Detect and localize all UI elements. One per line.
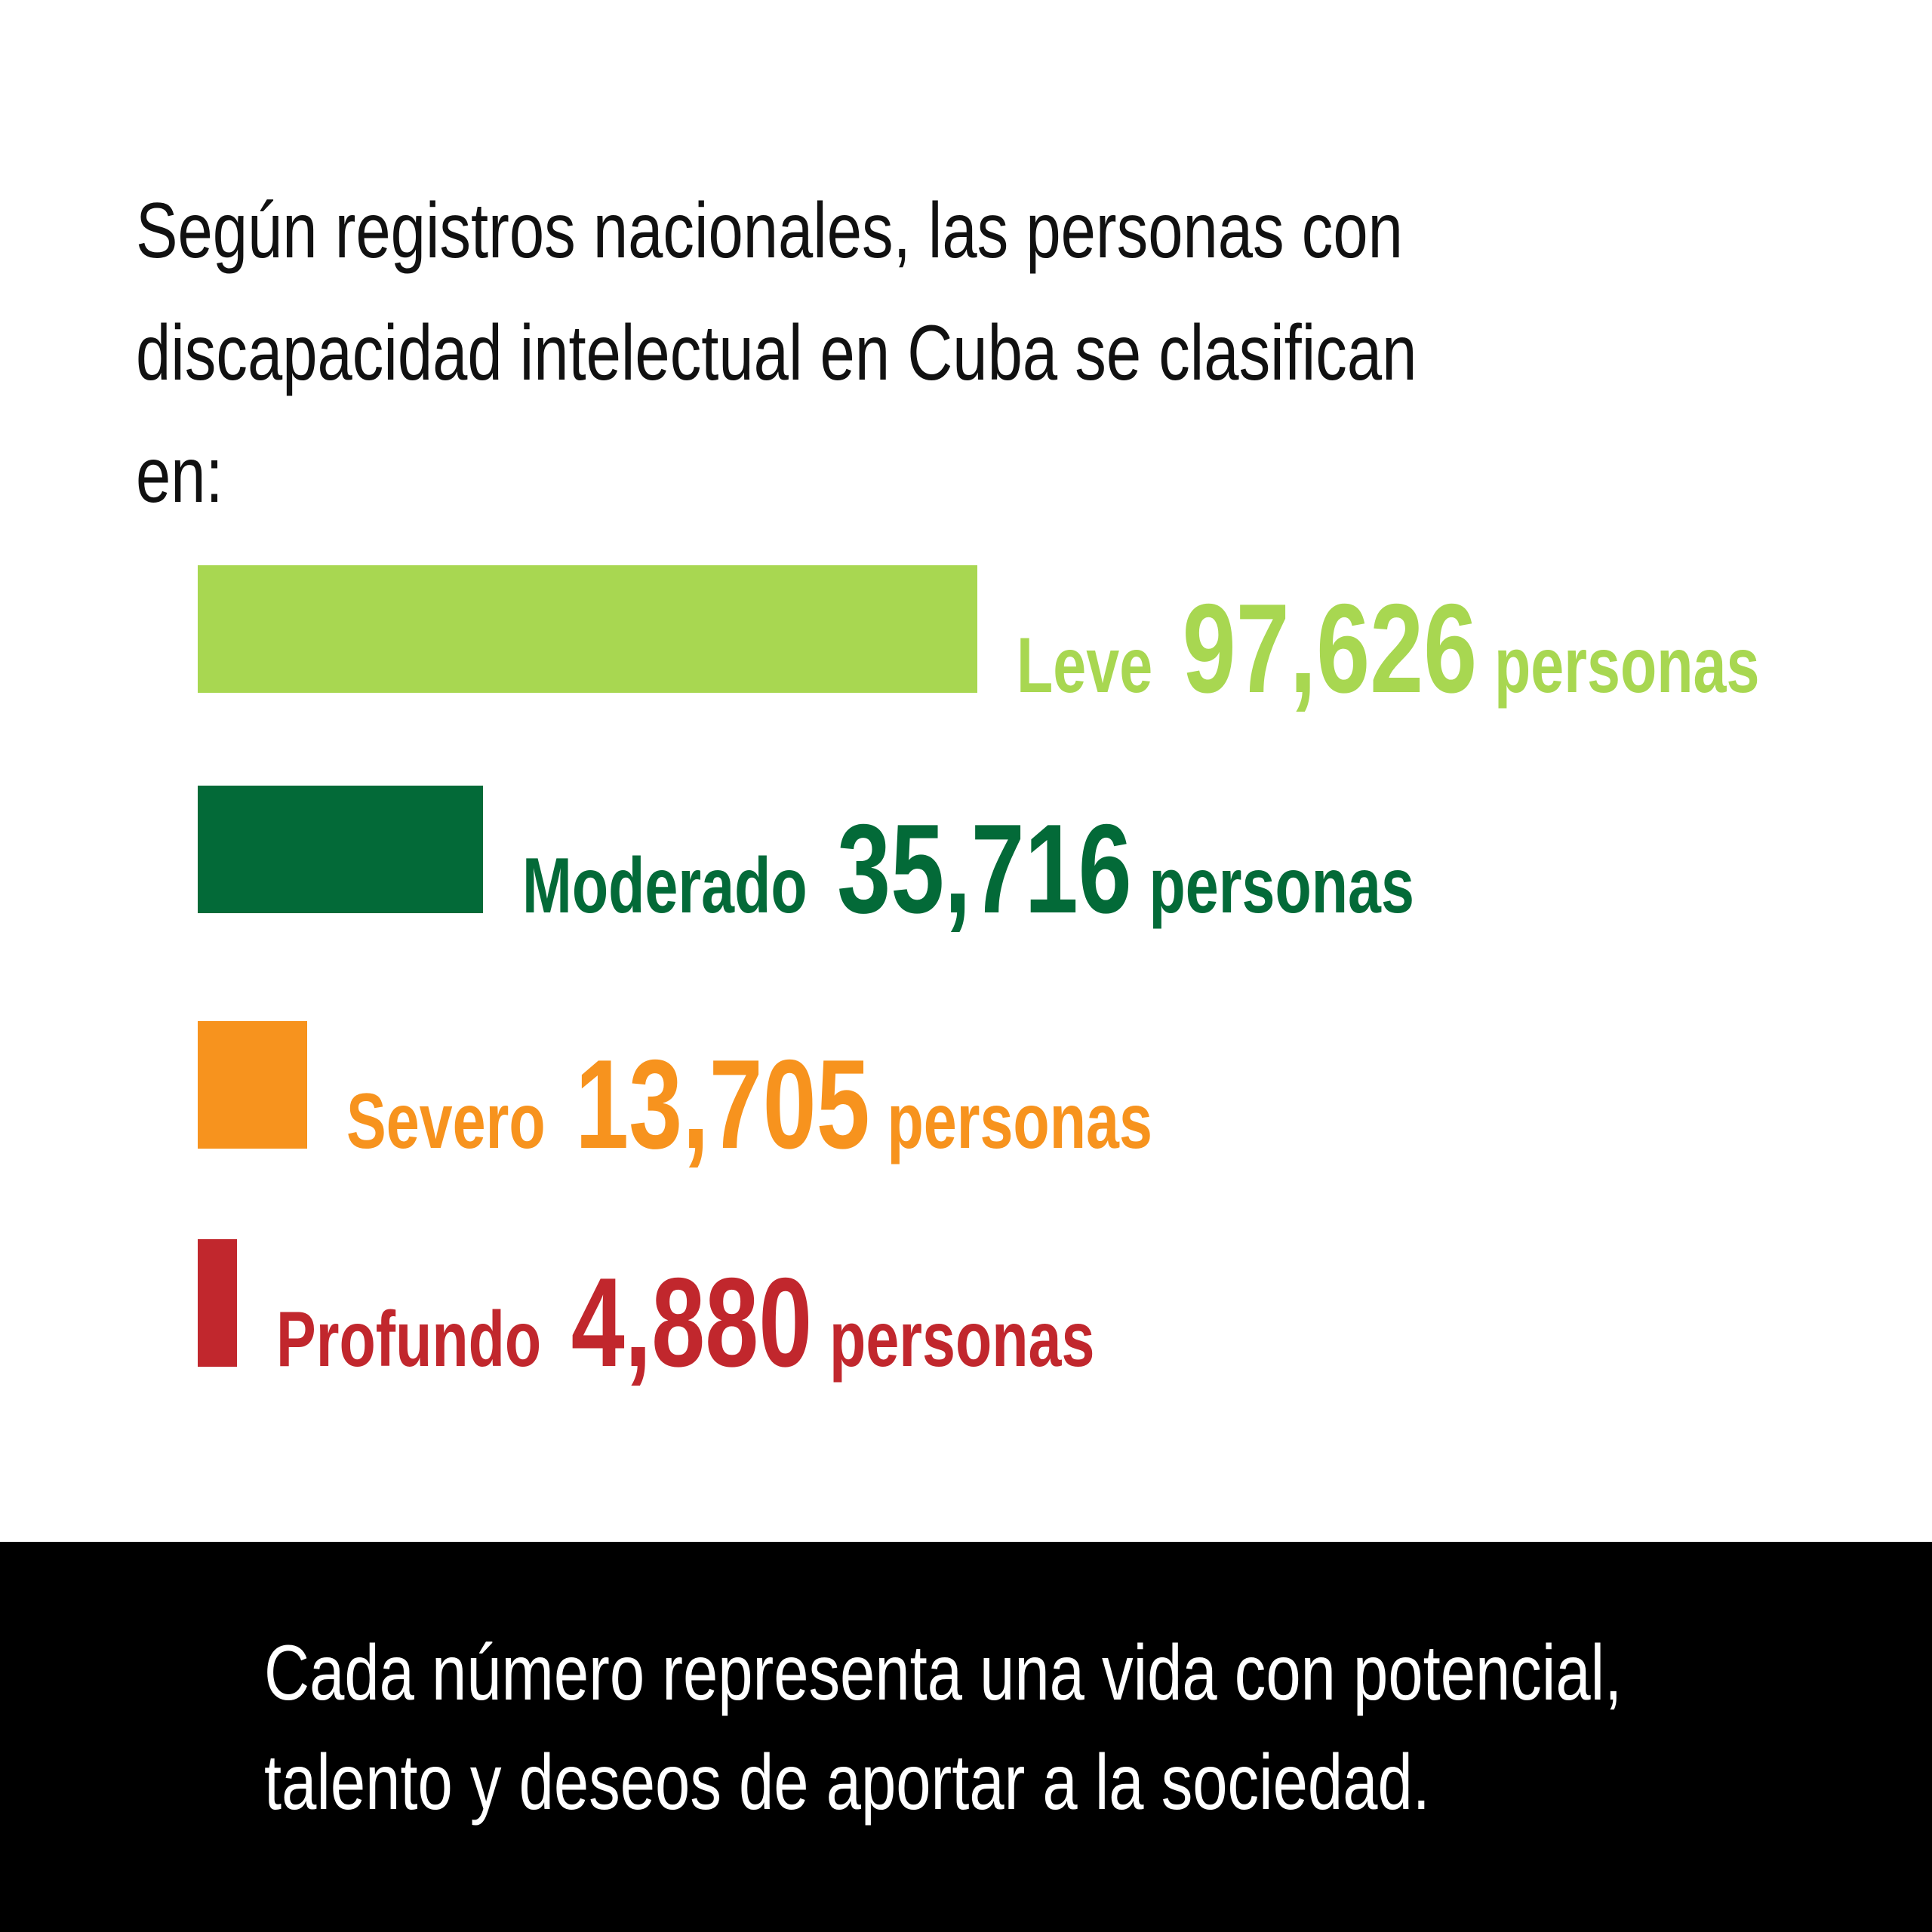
bar-label-leve: Leve 97,626 personas <box>1017 585 1759 712</box>
bar-label-moderado: Moderado 35,716 personas <box>522 805 1414 932</box>
category-label: Moderado <box>522 842 808 930</box>
bar-leve <box>198 565 977 693</box>
footer-banner <box>0 1542 1932 1932</box>
bar-label-profundo: Profundo 4,880 personas <box>276 1259 1094 1386</box>
value-label: 35,716 <box>837 798 1132 940</box>
headline: Según registros nacionales, las personas… <box>136 187 1417 519</box>
bar-severo <box>198 1021 307 1149</box>
category-label: Leve <box>1017 622 1153 709</box>
bar-chart: Leve 97,626 personas Moderado 35,716 personas… <box>198 565 1759 1386</box>
unit-label: personas <box>1494 622 1760 709</box>
category-label: Severo <box>346 1078 546 1165</box>
value-label: 4,880 <box>571 1251 813 1393</box>
footer-text: Cada número representa una vida con pote… <box>264 1629 1623 1826</box>
bar-label-severo: Severo 13,705 personas <box>346 1041 1152 1168</box>
bar-moderado <box>198 786 483 913</box>
unit-label: personas <box>1149 842 1414 930</box>
bar-profundo <box>198 1239 237 1367</box>
value-label: 97,626 <box>1182 577 1478 719</box>
value-label: 13,705 <box>575 1033 870 1175</box>
unit-label: personas <box>887 1078 1152 1165</box>
category-label: Profundo <box>276 1296 542 1383</box>
unit-label: personas <box>829 1296 1095 1383</box>
